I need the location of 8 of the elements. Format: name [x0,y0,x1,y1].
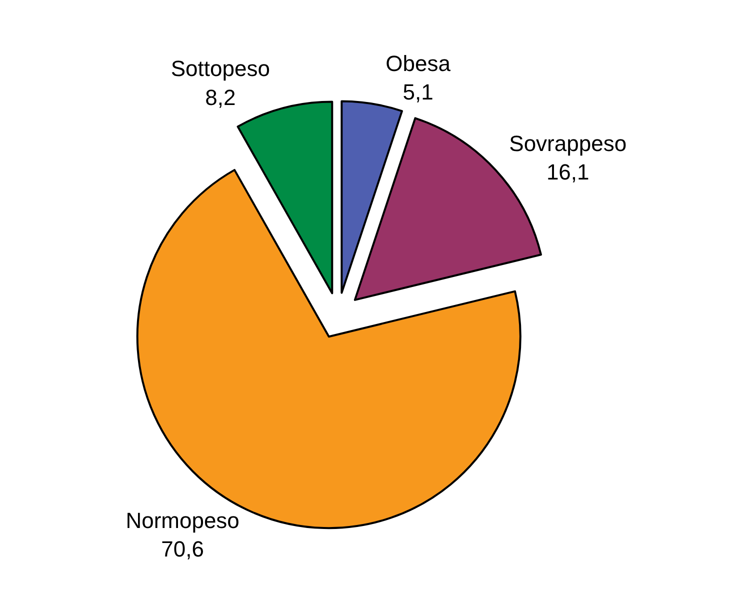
data-label: 5,1 [402,79,434,104]
data-label: 8,2 [205,84,236,110]
slice-label: Obesa [386,50,452,76]
slice-label: Sottopeso [170,56,270,82]
slice-label: Sovrappeso [509,131,627,156]
data-label: 70,6 [161,536,204,562]
slice-label: Normopeso [126,508,240,534]
data-label: 16,1 [546,160,590,185]
